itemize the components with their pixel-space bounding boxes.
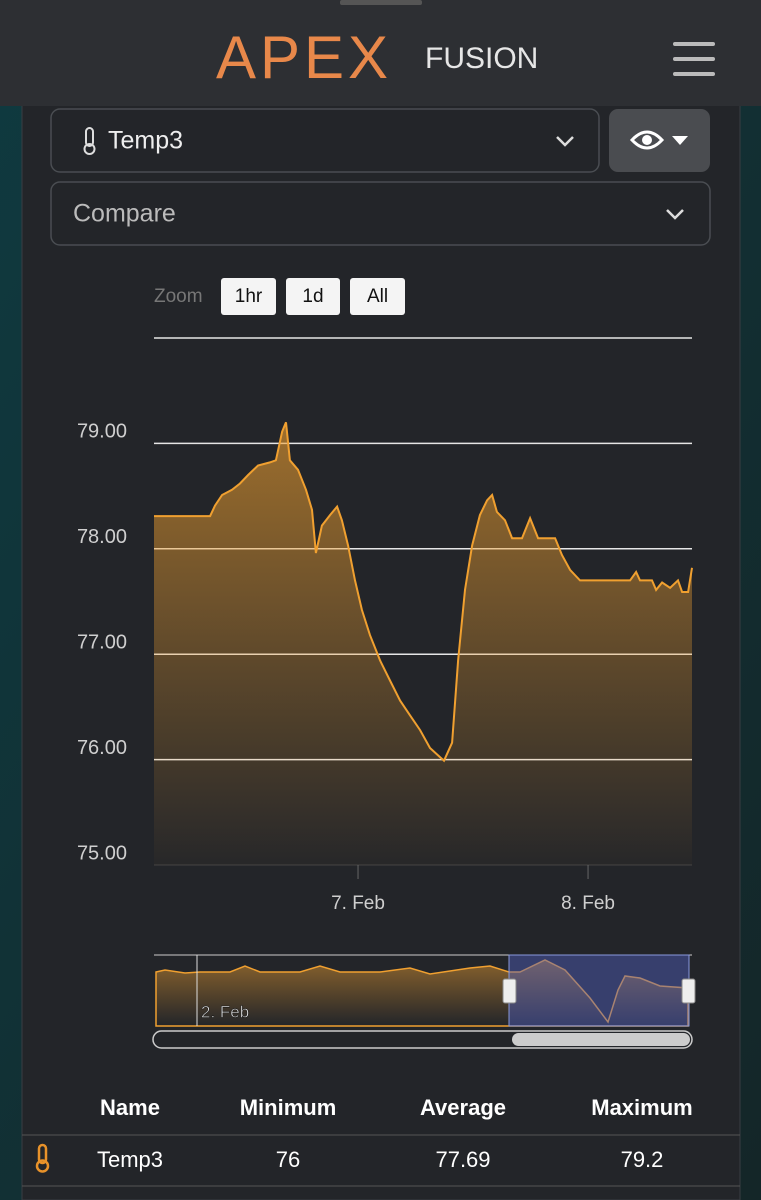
y-tick-label: 77.00 (77, 631, 127, 653)
eye-icon (629, 130, 688, 150)
y-tick-label: 76.00 (77, 737, 127, 759)
menu-button[interactable] (673, 42, 715, 76)
logo-sub: FUSION (425, 42, 538, 75)
header-bar (0, 0, 761, 106)
x-tick-label: 8. Feb (561, 893, 615, 914)
scrollbar-thumb[interactable] (512, 1033, 690, 1046)
y-tick-label: 79.00 (77, 421, 127, 443)
compare-select[interactable] (50, 181, 711, 246)
navigator: 2. Feb (152, 954, 696, 1049)
chevron (666, 209, 684, 220)
column-header: Maximum (591, 1095, 692, 1120)
y-tick-label: 75.00 (77, 842, 127, 864)
zoom-button-label: All (367, 286, 388, 307)
column-header: Average (420, 1095, 506, 1120)
column-header: Name (100, 1095, 160, 1120)
navigator-label: 2. Feb (201, 1002, 249, 1021)
table-cell: 76 (276, 1147, 300, 1172)
column-header: Minimum (240, 1095, 337, 1120)
x-tick-label: 7. Feb (331, 893, 385, 914)
table-cell: 79.2 (621, 1147, 664, 1172)
stats-table: Name Minimum Average Maximum Temp3 76 77.69 79.… (22, 1095, 740, 1187)
compare-label: Compare (73, 200, 176, 228)
zoom-button-label: 1d (302, 286, 323, 307)
zoom-label: Zoom (154, 286, 203, 307)
plot: 75.00 76.00 77.00 78.00 79.00 7. Feb 8. Feb (77, 337, 693, 914)
table-cell: Temp3 (97, 1147, 163, 1172)
notch (340, 0, 422, 5)
zoom-button-label: 1hr (235, 286, 263, 307)
probe-name: Temp3 (108, 127, 183, 155)
area-fill (154, 422, 692, 865)
y-tick-label: 78.00 (77, 526, 127, 548)
zoom-button[interactable] (350, 278, 405, 315)
zoom-button[interactable] (286, 278, 340, 315)
table-cell: 77.69 (435, 1147, 490, 1172)
thermometer-icon (35, 1143, 50, 1173)
series-line (154, 421, 693, 763)
chevron (556, 136, 574, 147)
probe-select[interactable] (50, 108, 600, 173)
thermometer-icon (83, 127, 96, 155)
logo: APEX (216, 24, 392, 91)
zoom-button[interactable] (221, 278, 276, 315)
